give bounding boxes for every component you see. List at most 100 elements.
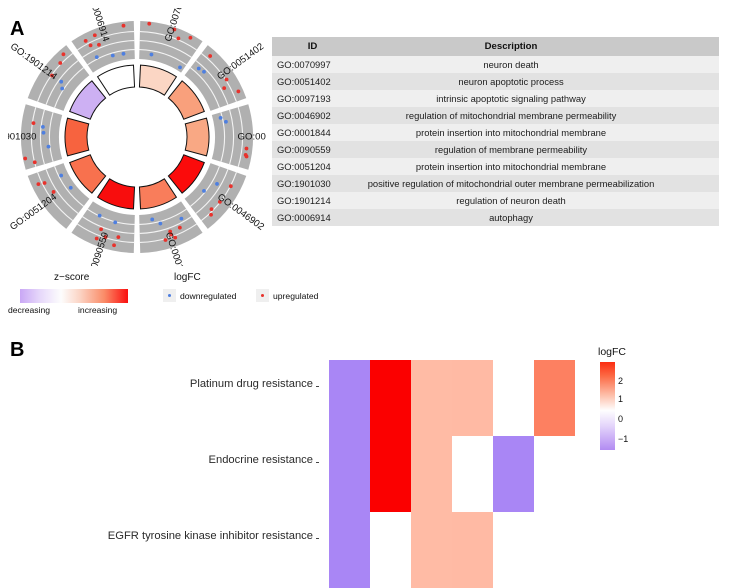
cell-spacer [669,90,719,107]
zscore-gradient-bar [20,289,128,303]
gocircle-downregulated-dot [113,220,118,225]
heatmap-cell [452,360,493,436]
gocircle-upregulated-dot [243,152,248,157]
gocircle-scatter-band [20,104,63,170]
cell-spacer [669,192,719,209]
gocircle-plot: GO:0070997GO:0051402GO:0097193GO:0046902… [8,8,266,266]
gocircle-scatter-band [184,163,247,229]
cell-go-id: GO:0051402 [272,73,353,90]
gocircle-upregulated-dot [42,181,47,185]
gocircle-downregulated-dot [97,213,102,218]
logfc-colorbar: logFC 2 1 0 −1 [598,346,678,456]
logfc-upregulated-item: upregulated [256,289,318,302]
cell-description: neuron apoptotic process [353,73,669,90]
table-row: GO:1901214 regulation of neuron death [272,192,719,209]
gocircle-upregulated-dot [172,27,177,32]
heatmap-cell [411,360,452,436]
gocircle-downregulated-dot [59,173,64,178]
gocircle-upregulated-dot [88,43,93,48]
gocircle-downregulated-dot [94,55,99,60]
heatmap-row-labels: Platinum drug resistance Endocrine resist… [0,336,325,578]
heatmap-cell [411,436,452,512]
gocircle-downregulated-dot [215,182,219,186]
gocircle-zscore-segment [64,117,90,157]
gocircle-downregulated-dot [59,79,64,84]
gocircle-scatter-band [27,163,90,229]
table-row: GO:0090559 regulation of membrane permeab… [272,141,719,158]
upregulated-label: upregulated [273,290,319,301]
cell-go-id: GO:0046902 [272,107,353,124]
gocircle-track-line [48,112,54,162]
gocircle-upregulated-dot [31,121,36,126]
table-row: GO:1901030 positive regulation of mitocho… [272,175,719,192]
heatmap-cell [534,436,575,512]
table-head: ID Description [272,37,719,56]
gocircle-upregulated-dot [50,73,54,78]
heatmap-cell [534,360,575,436]
gocircle-upregulated-dot [103,235,108,239]
table-body: GO:0070997 neuron death GO:0051402 neuron a… [272,56,719,226]
heatmap-cell [329,436,370,512]
gocircle-downregulated-dot [110,53,115,58]
gocircle-upregulated-dot [208,54,213,58]
downregulated-label: downregulated [180,290,237,301]
colorbar-tick-label: 2 [618,376,624,386]
gocircle-track-line [39,109,45,165]
gocircle-upregulated-dot [217,199,222,204]
cell-description: neuron death [353,56,669,73]
gocircle-upregulated-dot [168,229,173,234]
table-row: GO:0046902 regulation of mitochondrial me… [272,107,719,124]
gocircle-track-line [237,107,244,167]
gocircle-upregulated-dot [58,61,63,65]
cell-spacer [669,124,719,141]
cell-go-id: GO:0001844 [272,124,353,141]
cell-spacer [669,209,719,226]
gocircle-zscore-segment [69,154,107,194]
cell-spacer [669,73,719,90]
gocircle-upregulated-dot [176,36,181,41]
heatmap-cell [493,512,534,588]
table-row: GO:0070997 neuron death [272,56,719,73]
gocircle-scatter-band [184,45,247,111]
table-row: GO:0051402 neuron apoptotic process [272,73,719,90]
gocircle-upregulated-dot [177,225,182,230]
gocircle-scatter-band [211,104,253,170]
cell-go-id: GO:0006914 [272,209,353,226]
panel-b-label: B [10,339,25,361]
heatmap-cell [329,360,370,436]
cell-go-id: GO:1901030 [272,175,353,192]
gocircle-downregulated-dot [149,52,154,57]
logfc-legend-title: logFC [174,272,201,283]
gocircle-zscore-segment [96,178,136,210]
gocircle-upregulated-dot [224,77,229,82]
cell-go-id: GO:1901214 [272,192,353,209]
gocircle-upregulated-dot [36,182,41,187]
heatmap-row-tick [316,462,319,463]
colorbar-tick-label: 0 [618,414,624,424]
gocircle-track-line [229,109,235,165]
gocircle-upregulated-dot [236,89,241,94]
gocircle-downregulated-dot [178,65,182,70]
gocircle-downregulated-dot [196,66,201,71]
gocircle-upregulated-dot [51,190,56,194]
gocircle-downregulated-dot [60,86,65,91]
gocircle-zscore-segment [167,80,205,120]
gocircle-downregulated-dot [202,69,206,74]
gocircle-upregulated-dot [169,232,174,237]
go-term-table: ID Description GO:0070997 neuron death GO:… [272,37,719,226]
gocircle-zscore-segment [96,64,136,96]
gocircle-upregulated-dot [112,243,116,248]
gocircle-downregulated-dot [41,124,45,129]
gocircle-svg: GO:0070997GO:0051402GO:0097193GO:0046902… [8,8,266,266]
table-header-row: ID Description [272,37,719,56]
cell-spacer [669,175,719,192]
gocircle-downregulated-dot [179,216,184,221]
gocircle-downregulated-dot [121,51,126,56]
upregulated-dot-icon [256,289,269,302]
zscore-legend-title: z−score [54,272,90,283]
heatmap-cell [452,436,493,512]
gocircle-zscore-segment [184,117,210,157]
heatmap-panel: Platinum drug resistance Endocrine resist… [0,336,736,588]
colorbar-tick-label: −1 [618,434,629,444]
gocircle-upregulated-dot [163,238,168,242]
